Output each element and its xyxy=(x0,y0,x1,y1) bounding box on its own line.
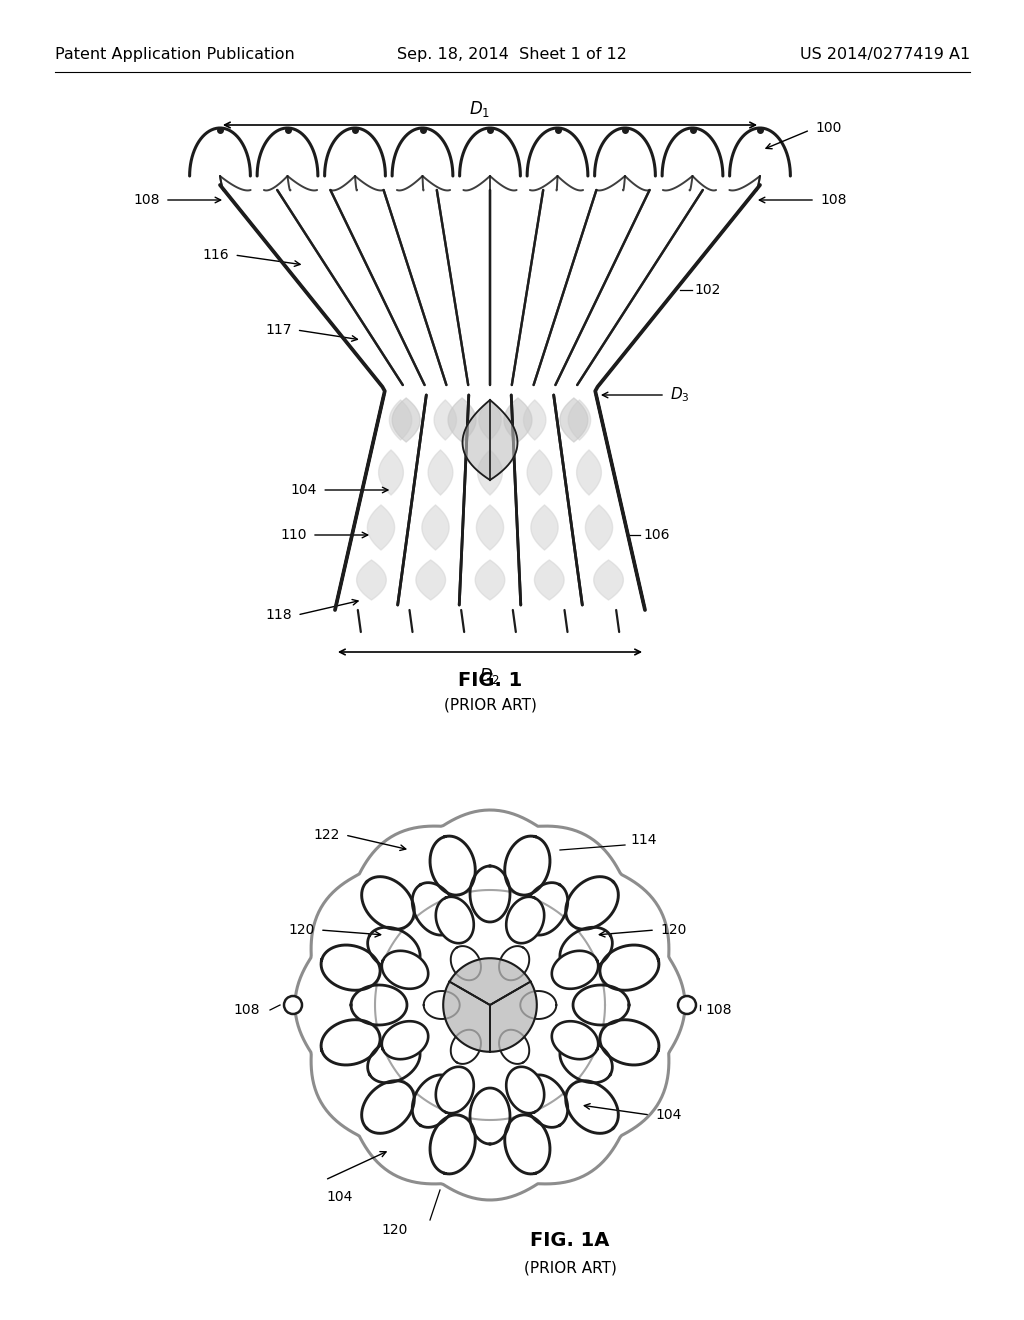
Text: 110: 110 xyxy=(281,528,307,543)
Polygon shape xyxy=(523,400,546,440)
Text: Patent Application Publication: Patent Application Publication xyxy=(55,48,295,62)
Polygon shape xyxy=(389,400,412,440)
Circle shape xyxy=(284,997,302,1014)
Text: 106: 106 xyxy=(643,528,670,543)
Polygon shape xyxy=(499,1030,529,1064)
Text: $D_3$: $D_3$ xyxy=(670,385,689,404)
Polygon shape xyxy=(356,560,386,601)
Polygon shape xyxy=(475,560,505,601)
Text: 104: 104 xyxy=(655,1107,681,1122)
Polygon shape xyxy=(436,1067,474,1113)
Text: 117: 117 xyxy=(265,323,292,337)
Polygon shape xyxy=(505,836,550,895)
Polygon shape xyxy=(322,1020,380,1065)
Text: 100: 100 xyxy=(815,121,842,135)
Polygon shape xyxy=(600,945,658,990)
Polygon shape xyxy=(463,400,490,480)
Text: FIG. 1: FIG. 1 xyxy=(458,671,522,689)
Polygon shape xyxy=(568,400,591,440)
Text: 108: 108 xyxy=(705,1003,731,1016)
Polygon shape xyxy=(477,450,503,495)
Text: US 2014/0277419 A1: US 2014/0277419 A1 xyxy=(800,48,970,62)
Text: 104: 104 xyxy=(327,1191,353,1204)
Text: (PRIOR ART): (PRIOR ART) xyxy=(523,1261,616,1275)
Polygon shape xyxy=(577,450,601,495)
Polygon shape xyxy=(368,1039,420,1082)
Polygon shape xyxy=(322,945,380,990)
Polygon shape xyxy=(600,1020,658,1065)
Polygon shape xyxy=(552,950,598,989)
Polygon shape xyxy=(382,1022,428,1059)
Polygon shape xyxy=(392,399,420,442)
Text: 114: 114 xyxy=(630,833,656,847)
Text: $D_2$: $D_2$ xyxy=(479,667,501,686)
Polygon shape xyxy=(430,1115,475,1173)
Polygon shape xyxy=(413,1074,457,1127)
Text: 120: 120 xyxy=(660,923,686,937)
Text: 118: 118 xyxy=(265,609,292,622)
Polygon shape xyxy=(422,506,450,550)
Polygon shape xyxy=(416,560,445,601)
Text: 120: 120 xyxy=(289,923,315,937)
Polygon shape xyxy=(565,876,618,929)
Text: 116: 116 xyxy=(203,248,229,261)
Polygon shape xyxy=(451,946,481,981)
Polygon shape xyxy=(351,985,407,1026)
Polygon shape xyxy=(434,400,457,440)
Polygon shape xyxy=(565,1081,618,1134)
Text: $D_1$: $D_1$ xyxy=(469,99,490,119)
Polygon shape xyxy=(527,450,552,495)
Polygon shape xyxy=(449,399,476,442)
Polygon shape xyxy=(368,506,394,550)
Polygon shape xyxy=(560,1039,612,1082)
Text: (PRIOR ART): (PRIOR ART) xyxy=(443,697,537,713)
Text: FIG. 1A: FIG. 1A xyxy=(530,1230,609,1250)
Polygon shape xyxy=(443,982,490,1052)
Polygon shape xyxy=(368,927,420,972)
Polygon shape xyxy=(552,1022,598,1059)
Polygon shape xyxy=(505,1115,550,1173)
Polygon shape xyxy=(428,450,453,495)
Polygon shape xyxy=(379,450,403,495)
Polygon shape xyxy=(424,991,460,1019)
Polygon shape xyxy=(535,560,564,601)
Text: 108: 108 xyxy=(820,193,847,207)
Polygon shape xyxy=(530,506,558,550)
Polygon shape xyxy=(523,1074,567,1127)
Circle shape xyxy=(678,997,696,1014)
Polygon shape xyxy=(476,506,504,550)
Text: 120: 120 xyxy=(382,1224,409,1237)
Polygon shape xyxy=(479,400,501,440)
Text: 108: 108 xyxy=(133,193,160,207)
Polygon shape xyxy=(490,982,537,1052)
Text: Sep. 18, 2014  Sheet 1 of 12: Sep. 18, 2014 Sheet 1 of 12 xyxy=(397,48,627,62)
Polygon shape xyxy=(523,883,567,935)
Polygon shape xyxy=(506,896,544,944)
Polygon shape xyxy=(586,506,612,550)
Polygon shape xyxy=(436,896,474,944)
Text: 102: 102 xyxy=(694,282,721,297)
Polygon shape xyxy=(520,991,556,1019)
Polygon shape xyxy=(560,927,612,972)
Polygon shape xyxy=(573,985,629,1026)
Text: 122: 122 xyxy=(313,828,340,842)
Text: 104: 104 xyxy=(291,483,317,498)
Text: 108: 108 xyxy=(233,1003,260,1016)
Polygon shape xyxy=(361,1081,415,1134)
Polygon shape xyxy=(413,883,457,935)
Polygon shape xyxy=(470,866,510,921)
Polygon shape xyxy=(490,400,517,480)
Polygon shape xyxy=(504,399,531,442)
Polygon shape xyxy=(499,946,529,981)
Polygon shape xyxy=(430,836,475,895)
Polygon shape xyxy=(560,399,588,442)
Polygon shape xyxy=(361,876,415,929)
Polygon shape xyxy=(382,950,428,989)
Polygon shape xyxy=(450,958,530,1005)
Polygon shape xyxy=(506,1067,544,1113)
Polygon shape xyxy=(594,560,624,601)
Polygon shape xyxy=(451,1030,481,1064)
Polygon shape xyxy=(470,1088,510,1144)
